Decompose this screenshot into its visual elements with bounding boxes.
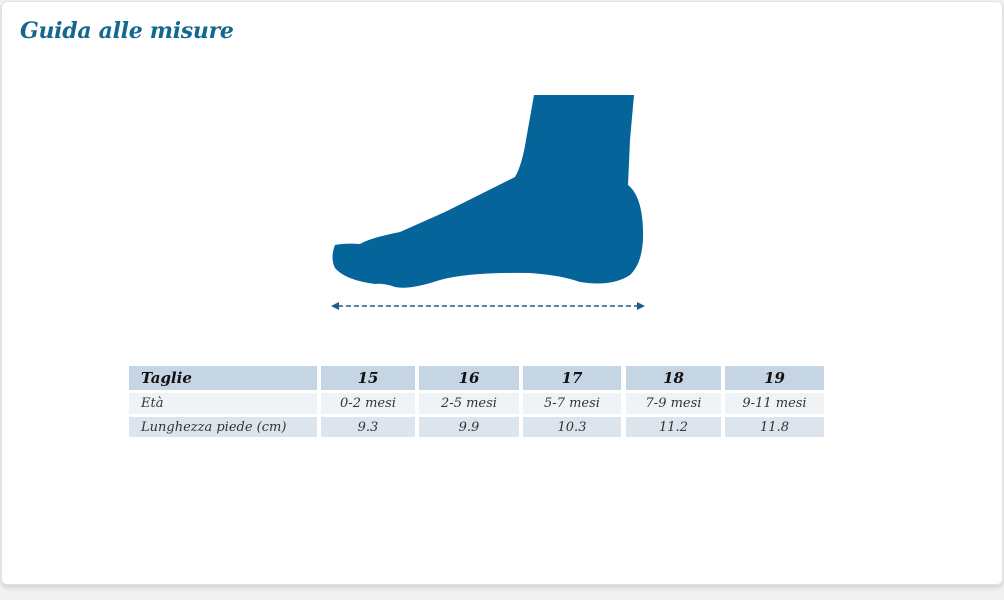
arrow-right-icon <box>637 302 645 310</box>
table-cell: 5-7 mesi <box>523 393 621 414</box>
table-cell: 11.8 <box>725 417 824 437</box>
table-row-age: Età 0-2 mesi 2-5 mesi 5-7 mesi 7-9 mesi … <box>129 393 824 414</box>
table-cell: 11.2 <box>626 417 721 437</box>
row-label: Lunghezza piede (cm) <box>129 417 317 437</box>
table-cell: 7-9 mesi <box>626 393 721 414</box>
header-size: 17 <box>523 366 621 390</box>
table-cell: 10.3 <box>523 417 621 437</box>
table-header-row: Taglie 15 16 17 18 19 <box>129 366 824 390</box>
page-title: Guida alle misure <box>20 18 234 44</box>
table-cell: 9-11 mesi <box>725 393 824 414</box>
table-cell: 2-5 mesi <box>419 393 519 414</box>
header-size: 19 <box>725 366 824 390</box>
table-cell: 9.9 <box>419 417 519 437</box>
row-label: Età <box>129 393 317 414</box>
length-arrow <box>331 302 645 310</box>
header-size: 16 <box>419 366 519 390</box>
table-row-foot-length: Lunghezza piede (cm) 9.3 9.9 10.3 11.2 1… <box>129 417 824 437</box>
header-label: Taglie <box>129 366 317 390</box>
header-size: 18 <box>626 366 721 390</box>
foot-silhouette-icon <box>332 95 644 288</box>
table-cell: 0-2 mesi <box>321 393 415 414</box>
arrow-left-icon <box>331 302 339 310</box>
size-guide-card: Guida alle misure <box>1 1 1003 585</box>
header-size: 15 <box>321 366 415 390</box>
table-cell: 9.3 <box>321 417 415 437</box>
